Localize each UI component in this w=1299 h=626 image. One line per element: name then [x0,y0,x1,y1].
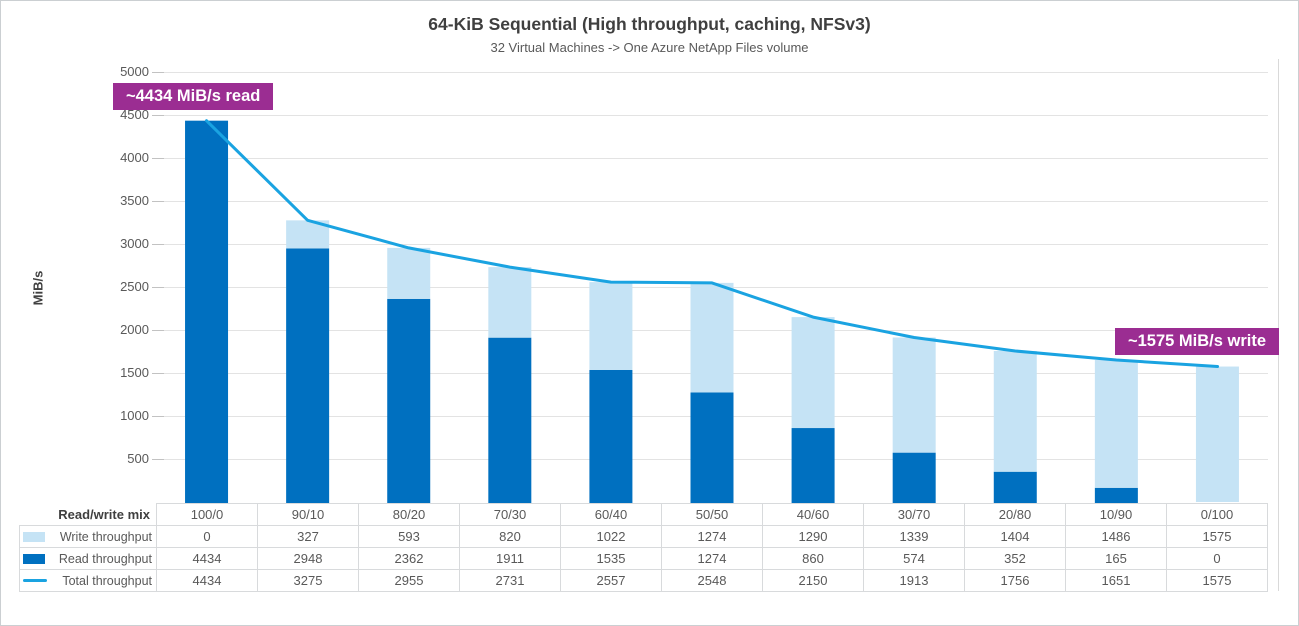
category-cell: 10/90 [1065,503,1167,526]
category-cell: 80/20 [358,503,460,526]
value-cell: 0 [156,525,258,548]
category-cell: 30/70 [863,503,965,526]
series-name: Read throughput [58,551,152,566]
write-throughput-bar [1094,360,1138,488]
write-throughput-bar [690,282,734,393]
value-cell: 2150 [762,569,864,592]
read-throughput-bar [1094,487,1138,503]
value-cell: 2955 [358,569,460,592]
category-cell: 90/10 [257,503,359,526]
y-tick-label: 4000 [120,150,149,165]
read-throughput-bar [993,471,1037,503]
series-name: Write throughput [59,529,152,544]
category-cell: 70/30 [459,503,561,526]
value-cell: 593 [358,525,460,548]
category-cell: 50/50 [661,503,763,526]
category-cell: 100/0 [156,503,258,526]
write-throughput-bar [387,247,431,299]
value-cell: 1339 [863,525,965,548]
read-throughput-bar [387,298,431,503]
category-cell: 40/60 [762,503,864,526]
value-cell: 1756 [964,569,1066,592]
value-cell: 1404 [964,525,1066,548]
y-tick-label: 2500 [120,279,149,294]
value-cell: 1913 [863,569,965,592]
data-table: Read/write mix 100/0 90/10 80/20 70/30 60/40 5… [19,503,1268,592]
series-label-cell: Read throughput [19,547,157,570]
read-throughput-bar [286,248,330,503]
write-throughput-bar [589,282,633,370]
y-tick-label: 3500 [120,193,149,208]
y-axis-title: MiB/s [30,270,46,306]
chart-subtitle: 32 Virtual Machines -> One Azure NetApp … [490,40,809,55]
write-throughput-bar [892,337,936,453]
total-throughput-line [205,119,1219,368]
value-cell: 2948 [257,547,359,570]
value-cell: 3275 [257,569,359,592]
y-tick-label: 1500 [120,365,149,380]
read-throughput-bar [589,369,633,503]
value-cell: 4434 [156,547,258,570]
value-cell: 1022 [560,525,662,548]
write-throughput-bar [1195,366,1239,502]
read-peak-annotation: ~4434 MiB/s read [113,83,274,110]
y-tick-label: 3000 [120,236,149,251]
table-row: Total throughput 4434 3275 2955 2731 2557 2548… [19,569,1268,592]
value-cell: 820 [459,525,561,548]
value-cell: 1575 [1166,525,1268,548]
value-cell: 860 [762,547,864,570]
y-tick-label: 1000 [120,408,149,423]
value-cell: 1535 [560,547,662,570]
value-cell: 2731 [459,569,561,592]
table-row: Write throughput 0 327 593 820 1022 1274 1290 13… [19,525,1268,548]
read-throughput-bar [690,392,734,503]
y-tick-label: 4500 [120,107,149,122]
bar-legend-swatch-icon [23,531,45,542]
read-write-mix-header: Read/write mix [19,503,157,526]
category-cell: 20/80 [964,503,1066,526]
value-cell: 2548 [661,569,763,592]
series-name: Total throughput [62,573,152,588]
y-tick-label: 5000 [120,64,149,79]
y-tick-label: 2000 [120,322,149,337]
value-cell: 0 [1166,547,1268,570]
category-cell: 60/40 [560,503,662,526]
write-throughput-bar [791,317,835,429]
table-row: Read throughput 4434 2948 2362 1911 1535 1274 8… [19,547,1268,570]
value-cell: 1575 [1166,569,1268,592]
value-cell: 352 [964,547,1066,570]
read-throughput-bar [791,428,835,503]
value-cell: 1486 [1065,525,1167,548]
category-cell: 0/100 [1166,503,1268,526]
write-peak-annotation: ~1575 MiB/s write [1115,328,1280,355]
read-throughput-bar [185,120,229,504]
value-cell: 1651 [1065,569,1167,592]
bar-legend-swatch-icon [23,553,45,564]
value-cell: 165 [1065,547,1167,570]
y-tick-label: 500 [127,451,149,466]
value-cell: 2362 [358,547,460,570]
read-throughput-bar [892,452,936,503]
value-cell: 1911 [459,547,561,570]
write-throughput-bar [286,220,330,249]
write-throughput-bar [488,267,532,338]
value-cell: 1274 [661,525,763,548]
value-cell: 574 [863,547,965,570]
value-cell: 2557 [560,569,662,592]
value-cell: 327 [257,525,359,548]
value-cell: 1290 [762,525,864,548]
chart-title: 64-KiB Sequential (High throughput, cach… [428,14,871,34]
value-cell: 4434 [156,569,258,592]
write-throughput-bar [993,350,1037,472]
series-label-cell: Write throughput [19,525,157,548]
series-label-cell: Total throughput [19,569,157,592]
read-throughput-bar [488,337,532,503]
value-cell: 1274 [661,547,763,570]
table-header-row: Read/write mix 100/0 90/10 80/20 70/30 60/40 5… [19,503,1268,526]
line-legend-swatch-icon [23,579,47,582]
